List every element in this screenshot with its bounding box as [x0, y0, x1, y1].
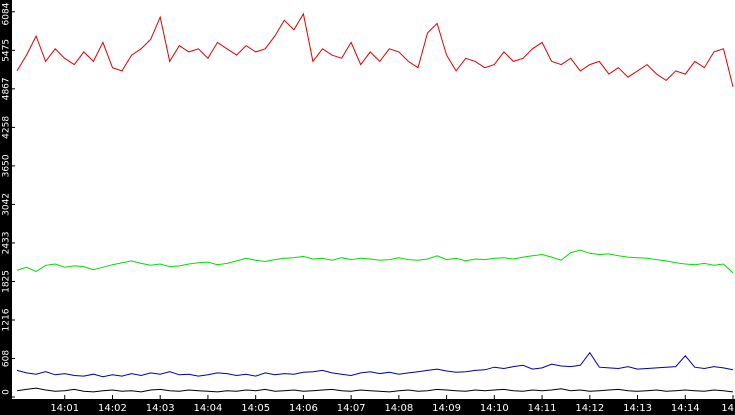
y-tick-label: 4867 — [2, 77, 12, 100]
x-tick-label: 14 — [721, 403, 734, 414]
x-tick-label: 14:06 — [289, 403, 318, 414]
y-tick-label: 608 — [2, 350, 12, 367]
x-tick-label: 14:09 — [432, 403, 461, 414]
y-tick-label: 4258 — [2, 116, 12, 139]
y-tick-label: 6084 — [2, 2, 12, 25]
x-tick-label: 14:03 — [146, 403, 175, 414]
series-line — [16, 249, 734, 274]
y-tick-label: 5475 — [2, 39, 12, 62]
series-line — [16, 387, 734, 393]
x-tick-label: 14:14 — [671, 403, 700, 414]
x-tick-label: 14:11 — [528, 403, 557, 414]
x-tick-label: 14:12 — [575, 403, 604, 414]
x-tick-label: 14:02 — [98, 403, 127, 414]
x-tick-label: 14:13 — [623, 403, 652, 414]
y-axis-strip — [0, 0, 12, 415]
y-tick-label: 3042 — [2, 193, 12, 216]
x-tick-label: 14:05 — [241, 403, 270, 414]
x-tick-label: 14:07 — [337, 403, 366, 414]
x-axis-strip — [0, 399, 735, 415]
y-tick-label: 3650 — [2, 154, 12, 177]
y-tick-label: 1216 — [2, 308, 12, 331]
x-tick-label: 14:08 — [384, 403, 413, 414]
x-tick-label: 14:10 — [480, 403, 509, 414]
series-line — [16, 351, 734, 378]
x-tick-label: 14:04 — [194, 403, 223, 414]
x-tick-label: 14:01 — [50, 403, 79, 414]
series-line — [16, 12, 734, 87]
y-tick-label: 0 — [2, 389, 12, 395]
y-tick-label: 2433 — [2, 231, 12, 254]
y-tick-label: 1825 — [2, 270, 12, 293]
